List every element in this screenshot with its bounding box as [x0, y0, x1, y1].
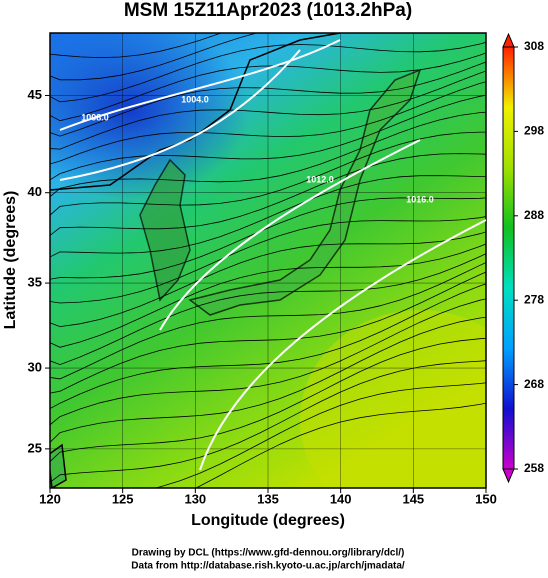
x-tick-label: 125 — [112, 491, 134, 506]
y-tick-label: 35 — [28, 275, 42, 290]
streamline — [50, 61, 486, 137]
contour-label: 1004.0 — [181, 94, 209, 104]
streamline — [50, 243, 486, 348]
x-tick-label: 145 — [402, 491, 424, 506]
streamline — [153, 382, 486, 488]
streamline — [50, 81, 486, 165]
streamline — [50, 216, 486, 304]
streamline — [50, 41, 486, 103]
isobar — [159, 139, 421, 331]
colorbar-tick-label: 258 — [524, 461, 544, 475]
y-axis-label: Latitude (degrees) — [2, 191, 19, 330]
contour-label: 1016.0 — [406, 194, 434, 204]
colorbar-tick-label: 278 — [524, 292, 544, 306]
colorbar-tick-label: 268 — [524, 377, 544, 391]
streamline — [50, 52, 486, 122]
streamline — [50, 33, 258, 81]
streamline — [50, 253, 486, 366]
streamline — [50, 131, 486, 216]
streamline — [194, 402, 486, 488]
x-tick-label: 120 — [39, 491, 61, 506]
colorbar-tick-label: 308 — [524, 39, 544, 53]
y-tick-label: 25 — [28, 440, 42, 455]
streamline — [50, 175, 486, 258]
streamline — [50, 231, 486, 328]
streamline — [50, 271, 486, 394]
colorbar-tick-label: 288 — [524, 208, 544, 222]
contour-label: 1012.0 — [306, 174, 334, 184]
colorbar: 258 268 278 288 298 308 — [502, 32, 544, 484]
title: MSM 15Z11Apr2023 (1013.2hPa) — [124, 0, 412, 21]
x-tick-label: 130 — [184, 491, 206, 506]
contour-label: 1008.0 — [81, 112, 109, 122]
streamline — [50, 153, 486, 236]
streamline — [50, 94, 486, 181]
y-tick-label: 45 — [28, 87, 42, 102]
streamline — [50, 70, 486, 150]
x-tick-label: 135 — [257, 491, 279, 506]
streamline — [50, 360, 486, 483]
streamline — [50, 337, 486, 463]
footer-line: Data from http://database.rish.kyoto-u.a… — [131, 561, 405, 572]
colorbar-extend — [502, 468, 515, 484]
streamline — [50, 33, 223, 59]
colorbar-extend — [502, 32, 515, 48]
streamline — [50, 283, 486, 410]
footer-line: Drawing by DCL (https://www.gfd-dennou.o… — [132, 548, 405, 559]
isobar — [59, 49, 301, 181]
isobar — [199, 219, 486, 471]
streamline — [50, 197, 486, 280]
y-tick-label: 40 — [28, 184, 42, 199]
x-tick-label: 140 — [330, 491, 352, 506]
streamlines — [50, 33, 486, 488]
x-tick-label: 150 — [475, 491, 497, 506]
streamline — [50, 298, 486, 426]
x-axis-label: Longitude (degrees) — [191, 512, 345, 529]
y-tick-label: 30 — [28, 359, 42, 374]
colorbar-tick-label: 298 — [524, 124, 544, 138]
isobar — [59, 39, 341, 131]
streamline — [50, 262, 486, 380]
colorbar-scale — [502, 46, 515, 470]
streamline — [50, 316, 486, 443]
streamline — [50, 111, 486, 198]
